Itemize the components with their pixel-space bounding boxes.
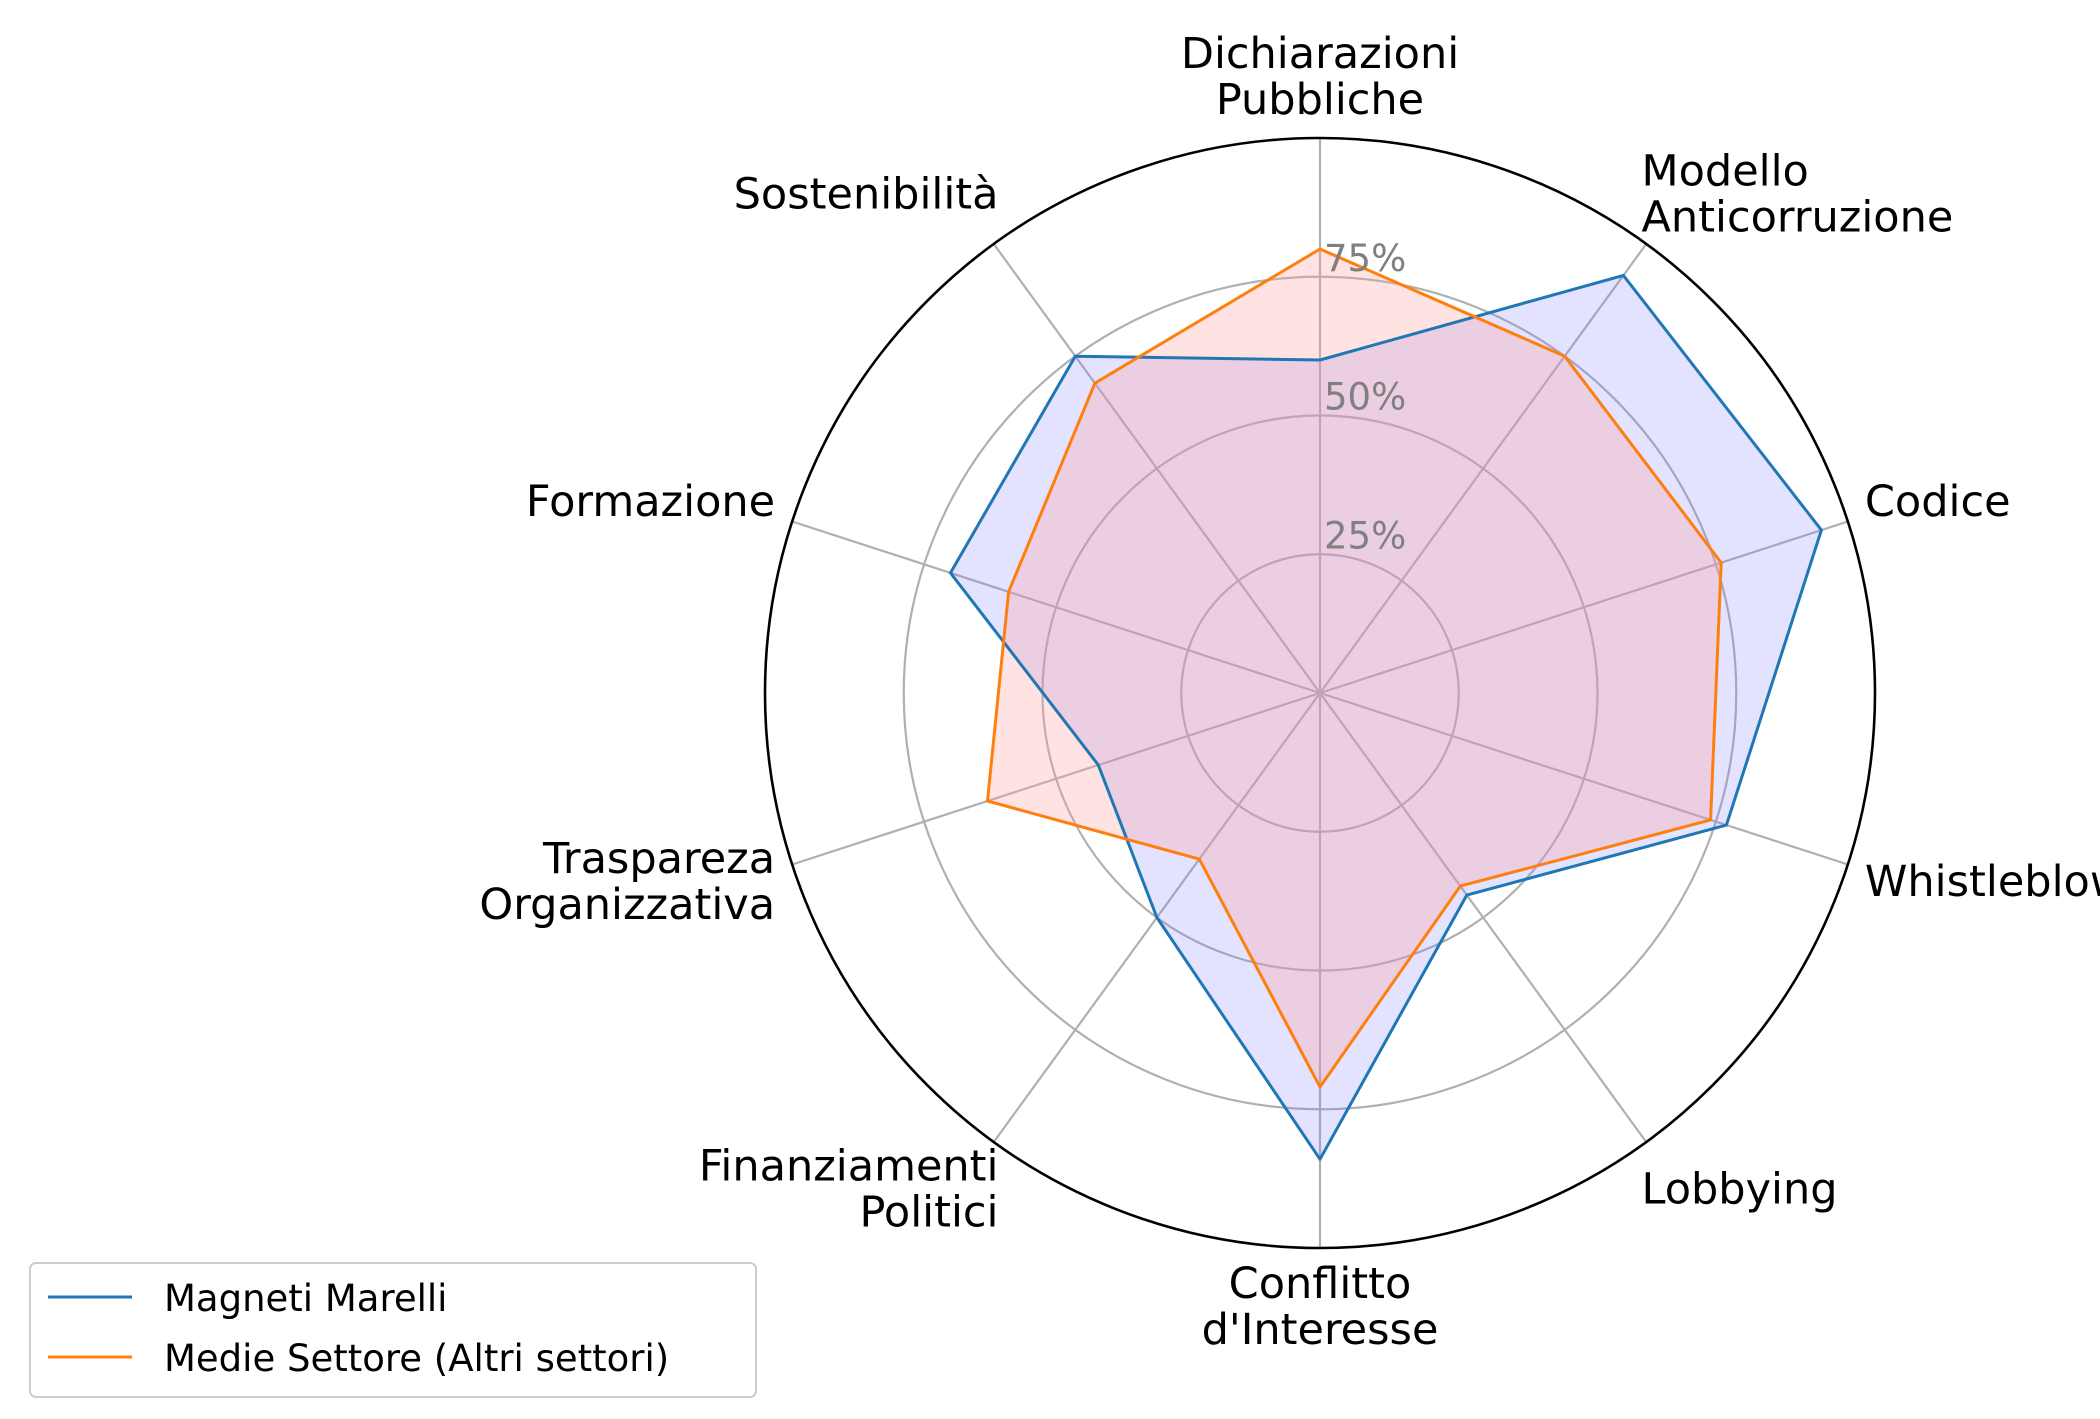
axis-label-0-0: Dichiarazioni <box>1181 29 1459 79</box>
radial-tick-label-1: 50% <box>1324 376 1406 419</box>
axis-label-1-1: Anticorruzione <box>1642 192 1954 242</box>
series-line-0 <box>949 273 1823 1161</box>
radial-tick-label-0: 25% <box>1324 514 1406 557</box>
spoke-3 <box>1319 691 1849 866</box>
axis-label-4-0: Lobbying <box>1642 1164 1838 1214</box>
spoke-1 <box>1319 243 1648 694</box>
axis-label-3-0: Whistleblowing <box>1865 857 2100 907</box>
axis-label-2-0: Codice <box>1865 477 2011 527</box>
axis-label-1-0: Modello <box>1642 146 1809 196</box>
axis-label-7-1: Organizzativa <box>479 880 775 930</box>
legend-label-1: Medie Settore (Altri settori) <box>164 1337 669 1380</box>
series-line-1 <box>986 247 1723 1089</box>
spoke-2 <box>1319 520 1849 695</box>
spoke-7 <box>791 691 1321 866</box>
series-fill-0 <box>950 275 1822 1160</box>
axis-label-6-0: Finanziamenti <box>699 1141 999 1191</box>
spoke-8 <box>791 520 1321 695</box>
radial-tick-label-2: 75% <box>1324 237 1406 280</box>
axis-label-0-1: Pubbliche <box>1216 75 1424 125</box>
legend: Magneti Marelli Medie Settore (Altri set… <box>29 1262 757 1398</box>
axis-label-6-1: Politici <box>860 1187 999 1237</box>
axis-label-7-0: Traspareza <box>542 834 775 884</box>
series-layer <box>949 247 1823 1161</box>
series-fill-1 <box>987 249 1722 1087</box>
legend-box <box>29 1262 757 1398</box>
axis-label-5-1: d'Interesse <box>1202 1305 1439 1355</box>
axis-label-9-0: Sostenibilità <box>734 169 999 219</box>
spoke-4 <box>1319 692 1648 1143</box>
axis-label-8-0: Formazione <box>526 477 775 527</box>
spoke-9 <box>992 243 1321 694</box>
grid <box>763 136 1877 1250</box>
axis-label-5-0: Conflitto <box>1229 1259 1412 1309</box>
outer-frame <box>763 136 1877 1250</box>
legend-label-0: Magneti Marelli <box>164 1277 447 1320</box>
